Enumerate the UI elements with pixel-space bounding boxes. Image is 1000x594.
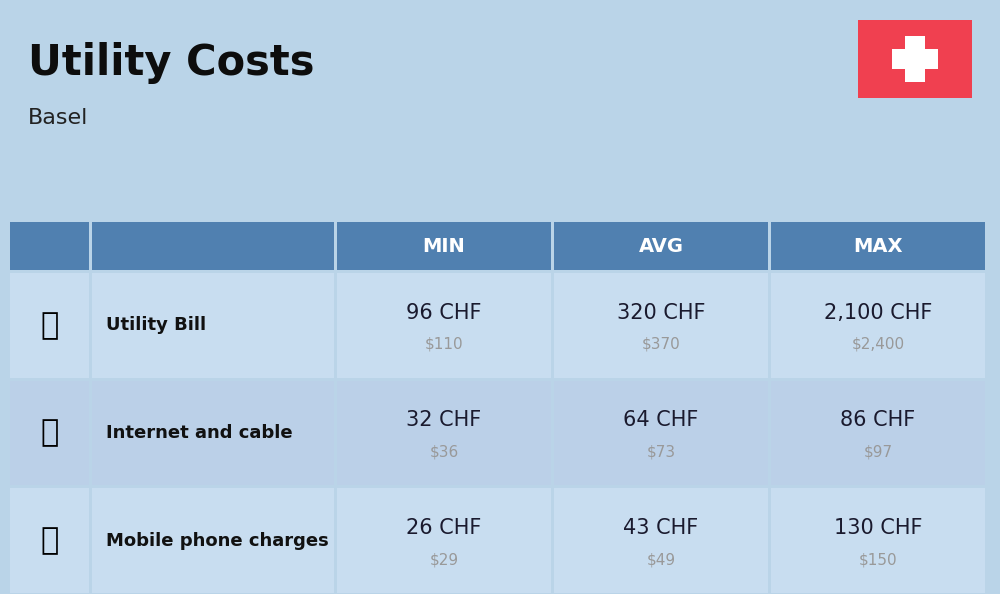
Bar [10, 488, 89, 593]
Bar [337, 488, 551, 593]
Text: $49: $49 [646, 552, 676, 567]
Text: Basel: Basel [28, 108, 88, 128]
Text: MIN: MIN [423, 236, 465, 255]
Text: 320 CHF: 320 CHF [617, 303, 705, 323]
Text: 43 CHF: 43 CHF [623, 518, 699, 538]
Text: 📡: 📡 [40, 419, 59, 447]
Text: 26 CHF: 26 CHF [406, 518, 482, 538]
Text: $29: $29 [429, 552, 459, 567]
Bar [337, 273, 551, 378]
Bar [92, 488, 334, 593]
Text: 86 CHF: 86 CHF [840, 410, 916, 431]
Bar [337, 381, 551, 485]
Text: 130 CHF: 130 CHF [834, 518, 922, 538]
Text: $36: $36 [429, 444, 459, 459]
Text: AVG: AVG [639, 236, 684, 255]
Text: 2,100 CHF: 2,100 CHF [824, 303, 932, 323]
Bar [92, 381, 334, 485]
Text: $73: $73 [646, 444, 676, 459]
Bar [554, 222, 768, 270]
Bar [554, 381, 768, 485]
Bar [892, 49, 938, 69]
Text: $370: $370 [642, 337, 680, 352]
Bar [92, 273, 334, 378]
Bar [771, 381, 985, 485]
Bar [905, 36, 925, 82]
Bar [554, 273, 768, 378]
Bar [771, 222, 985, 270]
Bar [771, 488, 985, 593]
Text: $110: $110 [425, 337, 463, 352]
Text: Utility Costs: Utility Costs [28, 42, 314, 84]
Bar [554, 488, 768, 593]
Text: $150: $150 [859, 552, 897, 567]
Bar [92, 222, 334, 270]
Text: MAX: MAX [853, 236, 903, 255]
Text: 🔌: 🔌 [40, 311, 59, 340]
Text: 📱: 📱 [40, 526, 59, 555]
Text: Internet and cable: Internet and cable [106, 424, 293, 442]
Text: Mobile phone charges: Mobile phone charges [106, 532, 329, 549]
Text: 64 CHF: 64 CHF [623, 410, 699, 431]
Bar [10, 222, 89, 270]
Text: 96 CHF: 96 CHF [406, 303, 482, 323]
Text: $97: $97 [863, 444, 893, 459]
Text: 32 CHF: 32 CHF [406, 410, 482, 431]
Bar [10, 381, 89, 485]
Text: $2,400: $2,400 [851, 337, 905, 352]
Bar [10, 273, 89, 378]
Bar [337, 222, 551, 270]
Text: Utility Bill: Utility Bill [106, 317, 206, 334]
Bar [771, 273, 985, 378]
Bar [858, 20, 972, 98]
